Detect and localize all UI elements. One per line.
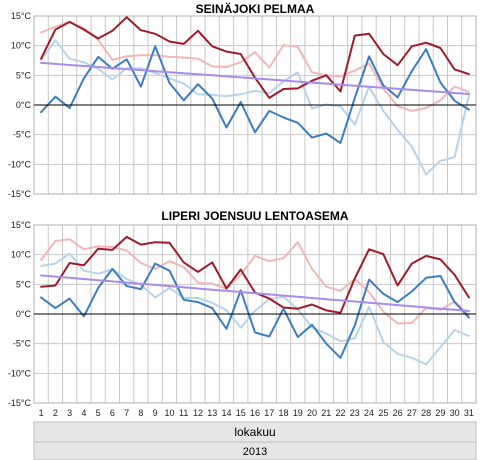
chart-title: LIPERI JOENSUU LENTOASEMA [161,209,348,223]
x-tick-label: 29 [435,408,445,418]
y-tick-label: -10°C [8,159,32,169]
x-axis: 1 2 3 4 5 6 7 8 9 10 11 12 13 14 15 16 17 18 19 20 21 22 23 24 2… [39,408,474,418]
x-tick-label: 5 [96,408,101,418]
x-tick-label: 26 [393,408,403,418]
series-line-trend [40,61,470,95]
x-tick-label: 9 [153,408,158,418]
x-tick-label: 24 [364,408,374,418]
x-tick-label: 3 [67,408,72,418]
x-tick-label: 12 [193,408,203,418]
series-line-dark-blue [40,262,470,359]
y-tick-label: -15°C [8,189,32,199]
x-tick-label: 31 [464,408,474,418]
y-tick-label: 10°C [11,250,32,260]
x-tick-label: 10 [164,408,174,418]
series-line-light-red [40,20,470,112]
chart-panel-1: SEINÄJOKI PELMAA -15°C -10°C -5°C 0°C 5°C 10°C… [8,1,477,199]
x-tick-label: 25 [378,408,388,418]
y-tick-label: 5°C [16,70,32,80]
y-tick-label: -5°C [13,130,32,140]
x-tick-label: 4 [81,408,86,418]
y-tick-label: -15°C [8,398,32,408]
chart-panel-2: LIPERI JOENSUU LENTOASEMA -15°C -10°C -5°C 0… [8,209,477,408]
y-tick-label: 10°C [11,41,32,51]
series-line-light-blue [40,39,470,176]
chart-panels: SEINÄJOKI PELMAA -15°C -10°C -5°C 0°C 5°C 10°C… [8,1,477,408]
y-tick-label: 15°C [11,220,32,230]
x-tick-label: 27 [407,408,417,418]
y-tick-label: -10°C [8,368,32,378]
x-tick-label: 15 [236,408,246,418]
x-tick-label: 22 [336,408,346,418]
x-tick-label: 30 [450,408,460,418]
y-tick-label: 0°C [16,309,32,319]
x-tick-label: 8 [138,408,143,418]
x-tick-label: 6 [110,408,115,418]
x-tick-label: 14 [221,408,231,418]
x-tick-label: 1 [39,408,44,418]
x-tick-label: 7 [124,408,129,418]
x-tick-label: 16 [250,408,260,418]
x-tick-label: 23 [350,408,360,418]
series-line-light-red [40,238,470,325]
x-tick-label: 19 [293,408,303,418]
x-tick-label: 11 [179,408,188,418]
x-tick-label: 17 [264,408,274,418]
series-line-trend [40,274,470,312]
chart-title: SEINÄJOKI PELMAA [196,1,315,16]
x-tick-label: 18 [279,408,289,418]
x-tick-label: 21 [321,408,331,418]
x-tick-label: 20 [307,408,317,418]
date-footer: lokakuu 2013 [33,421,477,460]
y-tick-label: 15°C [11,11,32,21]
y-tick-label: -5°C [13,339,32,349]
x-tick-label: 13 [207,408,217,418]
x-tick-label: 28 [421,408,431,418]
month-label: lokakuu [234,425,275,439]
x-tick-label: 2 [53,408,58,418]
y-tick-label: 0°C [16,100,32,110]
year-band [33,441,477,460]
y-tick-label: 5°C [16,279,32,289]
year-label: 2013 [243,446,267,458]
